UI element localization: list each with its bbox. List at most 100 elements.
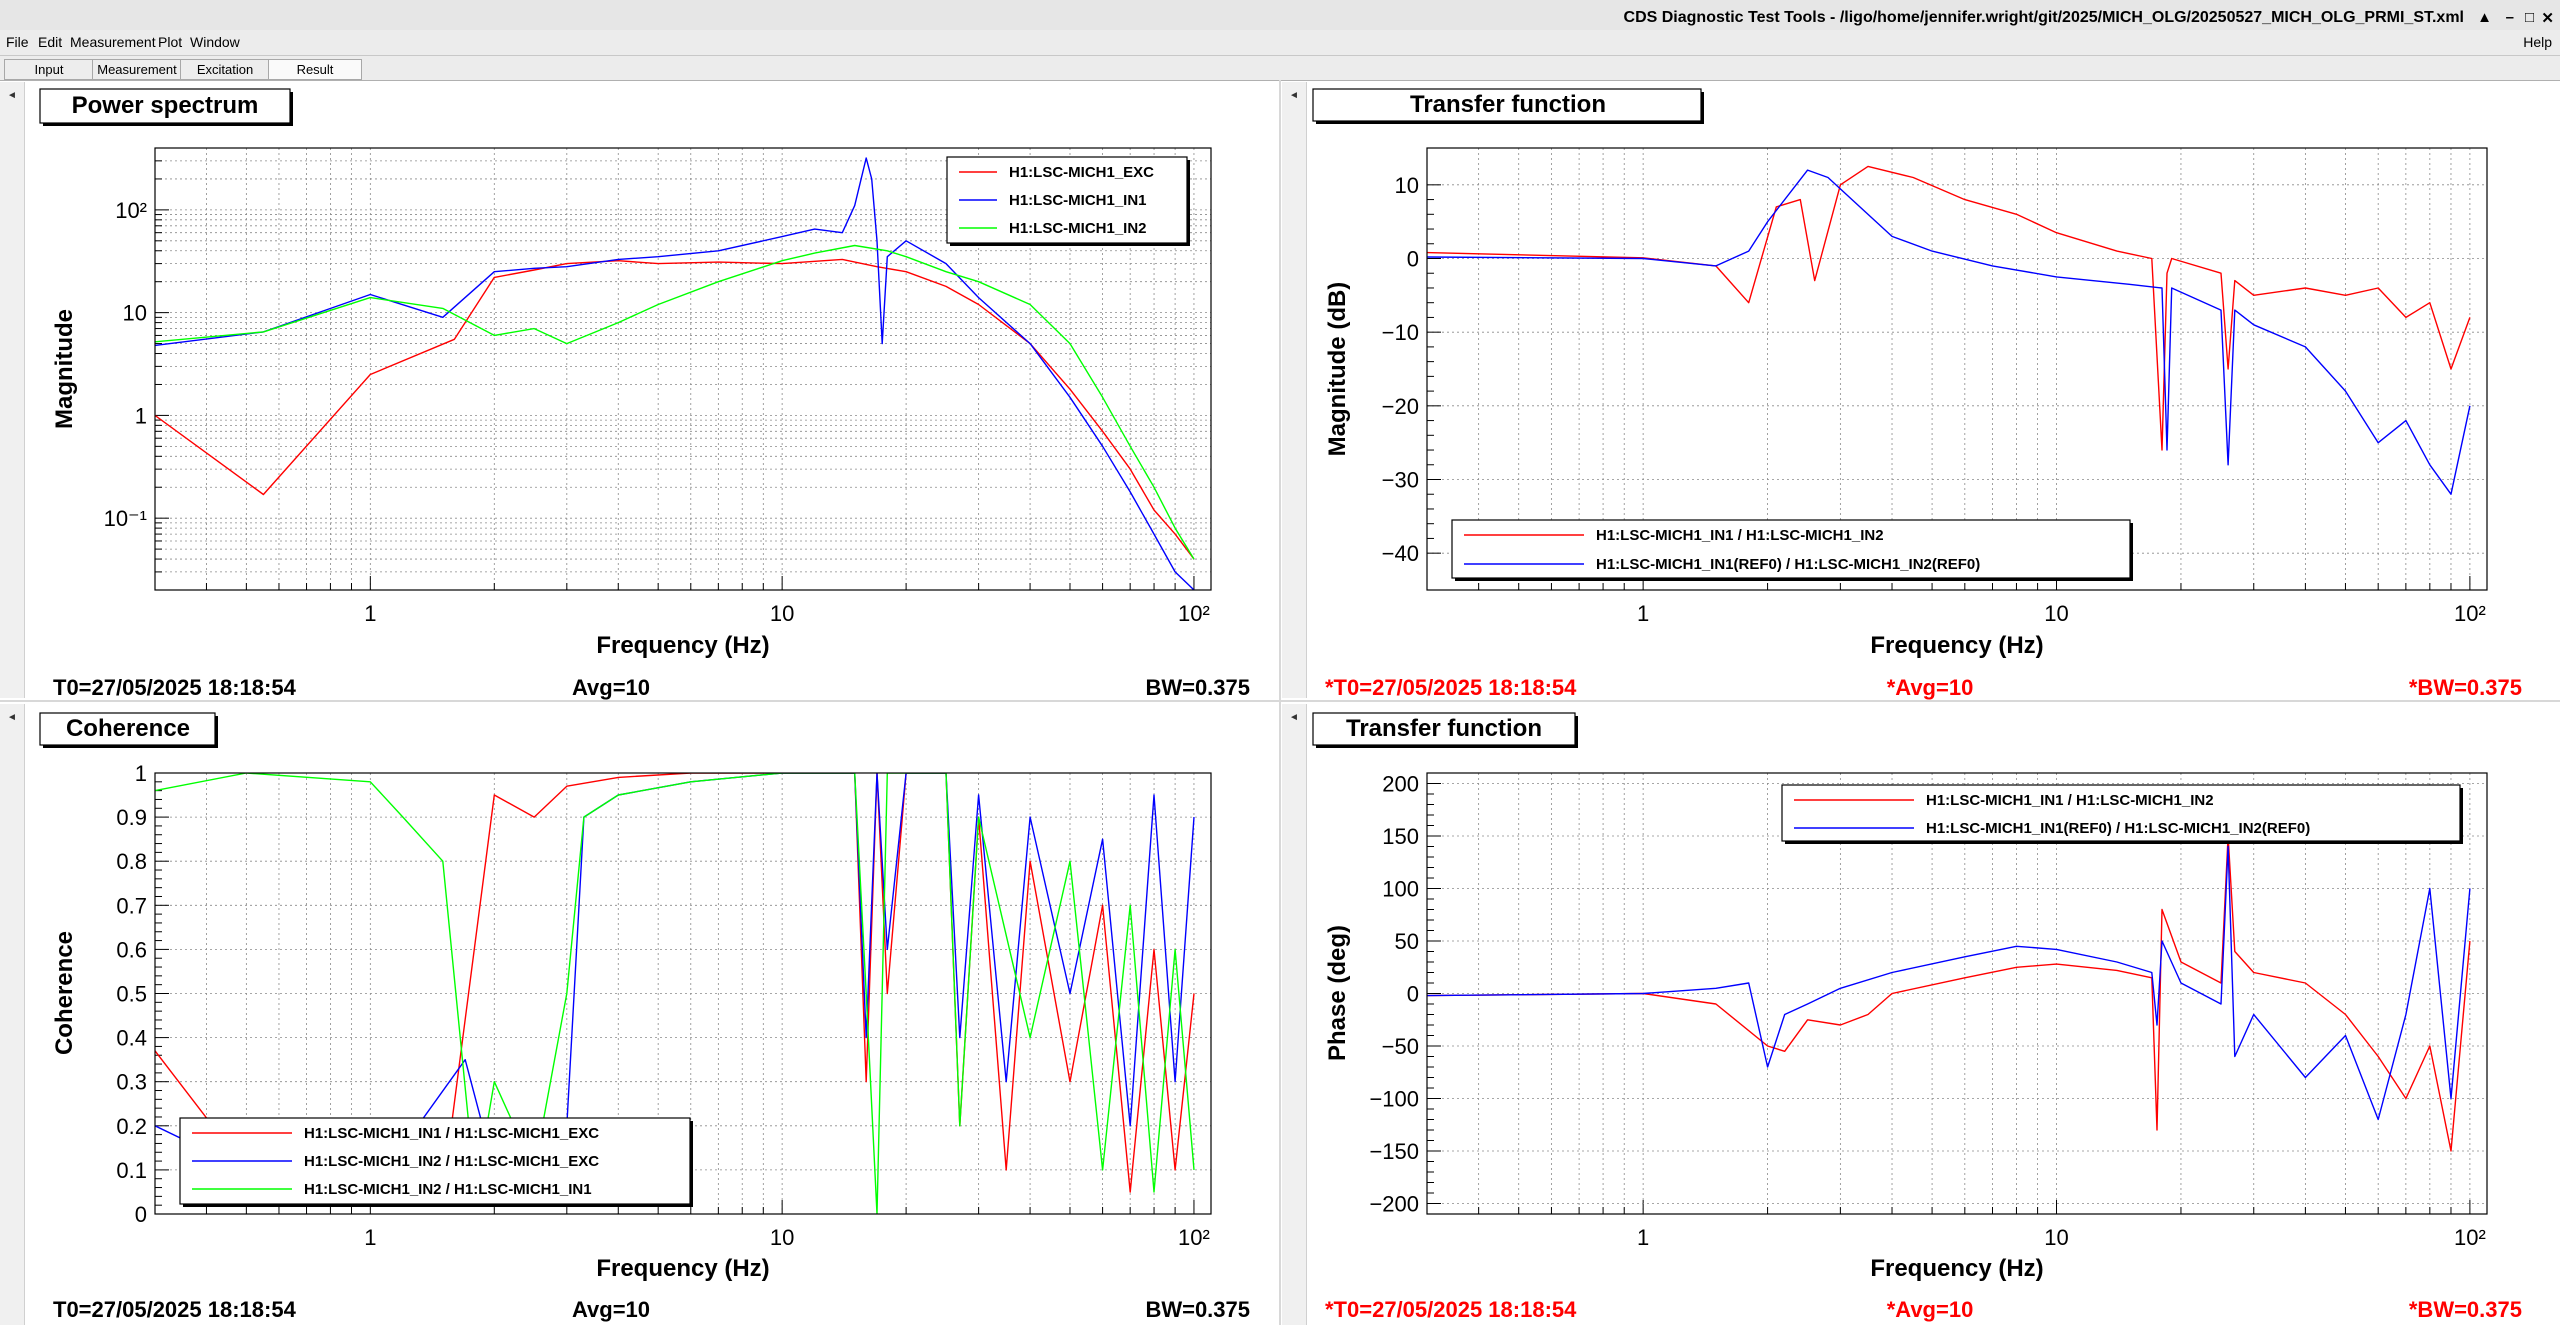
title-box (1312, 712, 1576, 746)
y-tick-label: 0 (1407, 247, 1419, 272)
series-line-1 (1427, 835, 2471, 1152)
y-tick-label: 200 (1382, 772, 1419, 797)
x-tick-label: 1 (1637, 1225, 1649, 1250)
collapse-arrow-icon[interactable]: ◄ (1289, 712, 1299, 723)
y-tick-label: 0.5 (116, 982, 147, 1007)
y-tick-label: 0.4 (116, 1026, 147, 1051)
series-group (155, 157, 1195, 590)
series-line-2 (155, 157, 1195, 590)
menu-plot[interactable]: Plot (158, 34, 183, 50)
x-axis-title: Frequency (Hz) (596, 1255, 769, 1282)
legend-label-2: H1:LSC-MICH1_IN1(REF0) / H1:LSC-MICH1_IN… (1926, 820, 2310, 837)
y-tick-label: −100 (1369, 1087, 1419, 1112)
plot-area (1427, 148, 2487, 590)
y-tick-label: −150 (1369, 1139, 1419, 1164)
status-t0: T0=27/05/2025 18:18:54 (53, 675, 297, 700)
panel-divider-vertical (1279, 80, 1281, 1325)
menu-help[interactable]: Help (2523, 34, 2552, 50)
y-axis-title: Magnitude (dB) (1324, 282, 1351, 457)
legend-box (1781, 784, 2461, 842)
window-title: CDS Diagnostic Test Tools - /ligo/home/j… (1623, 9, 2464, 26)
series-group (1427, 165, 2471, 495)
status-t0: *T0=27/05/2025 18:18:54 (1325, 675, 1577, 700)
y-tick-label: −30 (1382, 468, 1419, 493)
minimize-button[interactable]: – (2505, 9, 2514, 26)
y-tick-label: 10⁻¹ (104, 506, 147, 531)
legend-label-1: H1:LSC-MICH1_IN1 / H1:LSC-MICH1_IN2 (1926, 792, 2214, 809)
series-line-3 (155, 244, 1195, 560)
status-bw: BW=0.375 (1145, 675, 1250, 700)
chart-1: 1 10 10² 10⁻¹ 1 10 10² Frequency (Hz) Magnitude P… (39, 88, 1250, 700)
status-t0: *T0=27/05/2025 18:18:54 (1325, 1297, 1577, 1322)
legend-label-3: H1:LSC-MICH1_IN2 (1009, 220, 1147, 237)
shade-button[interactable]: ▲ (2477, 9, 2492, 26)
series-group (1427, 835, 2471, 1152)
y-tick-label: 10 (123, 301, 147, 326)
x-tick-label: 1 (364, 1225, 376, 1250)
plot-frame (154, 772, 1212, 1215)
series-line-2 (1427, 845, 2471, 1121)
top-strip (0, 0, 2560, 8)
tab-result[interactable]: Result (268, 59, 362, 80)
plot-frame (1426, 772, 2488, 1215)
x-axis-title: Frequency (Hz) (1870, 1255, 2043, 1282)
chart-2: 1 10 10² 10 0 −10 −20 −30 −40 Frequency (Hz) Magni… (1312, 88, 2522, 700)
legend-label-1: H1:LSC-MICH1_IN1 / H1:LSC-MICH1_EXC (304, 1125, 599, 1142)
x-tick-label: 10 (770, 601, 794, 626)
maximize-button[interactable]: □ (2524, 9, 2534, 26)
status-t0: T0=27/05/2025 18:18:54 (53, 1297, 297, 1322)
collapse-arrow-icon[interactable]: ◄ (7, 712, 17, 723)
collapse-arrow-icon[interactable]: ◄ (1289, 90, 1299, 101)
y-tick-label: 1 (135, 761, 147, 786)
y-tick-label: 100 (1382, 877, 1419, 902)
series-line-1 (155, 258, 1195, 560)
title-box (1312, 88, 1702, 122)
x-tick-label: 10 (2044, 601, 2068, 626)
legend-box (1451, 519, 2131, 579)
status-avg: *Avg=10 (1887, 675, 1974, 700)
y-tick-label: 10² (115, 198, 147, 223)
panel-handle-bottom-right[interactable]: ◄ (1282, 704, 1307, 1325)
y-tick-label: −50 (1382, 1034, 1419, 1059)
legend-label-2: H1:LSC-MICH1_IN2 / H1:LSC-MICH1_EXC (304, 1153, 599, 1170)
y-tick-label: 0 (135, 1202, 147, 1227)
close-button[interactable]: ✕ (2541, 10, 2554, 27)
plot-frame (154, 147, 1212, 591)
y-axis-title: Phase (deg) (1324, 925, 1351, 1061)
series-line-1 (1427, 165, 2471, 451)
y-tick-label: 0.8 (116, 849, 147, 874)
x-axis-title: Frequency (Hz) (596, 632, 769, 659)
panel-handle-bottom-left[interactable]: ◄ (0, 704, 25, 1325)
menu-window[interactable]: Window (190, 34, 240, 50)
plot-title: Coherence (66, 715, 190, 742)
plot-title: Transfer function (1346, 715, 1542, 742)
menu-file[interactable]: File (6, 34, 29, 50)
y-tick-label: 10 (1395, 173, 1419, 198)
x-axis-title: Frequency (Hz) (1870, 632, 2043, 659)
x-tick-label: 1 (364, 601, 376, 626)
y-tick-label: −20 (1382, 394, 1419, 419)
tab-excitation[interactable]: Excitation (180, 59, 270, 80)
status-avg: *Avg=10 (1887, 1297, 1974, 1322)
status-bw: *BW=0.375 (2409, 1297, 2522, 1322)
title-box (39, 712, 216, 746)
legend-label-3: H1:LSC-MICH1_IN2 / H1:LSC-MICH1_IN1 (304, 1181, 592, 1198)
menu-measurement[interactable]: Measurement (70, 34, 156, 50)
y-tick-label: 0 (1407, 982, 1419, 1007)
y-tick-label: −10 (1382, 320, 1419, 345)
status-bw: BW=0.375 (1145, 1297, 1250, 1322)
y-tick-label: 0.7 (116, 893, 147, 918)
legend-label-2: H1:LSC-MICH1_IN1 (1009, 192, 1147, 209)
plot-title: Transfer function (1410, 91, 1606, 118)
panel-handle-top-left[interactable]: ◄ (0, 82, 25, 698)
legend-label-1: H1:LSC-MICH1_EXC (1009, 164, 1154, 181)
y-tick-label: 0.1 (116, 1158, 147, 1183)
menu-edit[interactable]: Edit (38, 34, 63, 50)
panel-handle-top-right[interactable]: ◄ (1282, 82, 1307, 698)
x-tick-label: 10 (770, 1225, 794, 1250)
panel-divider-horizontal (0, 700, 2560, 702)
chart-3: 1 10 10² 0 0.1 0.2 0.3 0.4 0.5 0.6 0.7 0.8 0.9 1 Frequ… (39, 712, 1250, 1322)
tab-measurement[interactable]: Measurement (92, 59, 182, 80)
collapse-arrow-icon[interactable]: ◄ (7, 90, 17, 101)
